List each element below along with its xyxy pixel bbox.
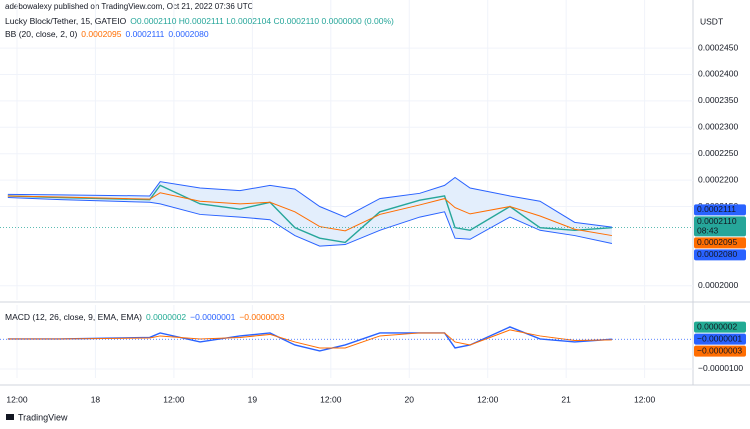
legend-title: MACD (12, 26, close, 9, EMA, EMA) <box>5 312 142 322</box>
legend-title: Lucky Block/Tether, 15, GATEIO <box>5 16 127 26</box>
y-tick-label: 0.0002400 <box>698 69 738 79</box>
price-badge-label: −0.0000001 <box>697 333 742 343</box>
x-tick-label: 12:00 <box>477 394 499 404</box>
price-badge-label: 0.0002095 <box>697 237 737 247</box>
price-badge <box>694 204 746 216</box>
price-badge <box>694 216 746 237</box>
logo-mark <box>6 414 14 420</box>
logo: TradingView <box>6 412 68 422</box>
legend: MACD (12, 26, close, 9, EMA, EMA) 0.00000… <box>5 312 285 322</box>
indicator-value: 0.0002095 <box>81 29 121 39</box>
y-tick-label: 0.0002300 <box>698 122 738 132</box>
x-tick-label: 12:00 <box>320 394 342 404</box>
unit-label: USDT <box>700 16 723 26</box>
price-badge-label: 0.0002111 <box>697 204 736 214</box>
series-line <box>7 197 613 247</box>
x-tick-label: 18 <box>91 394 101 404</box>
price-badge <box>694 321 746 333</box>
y-tick-label: 0.0002350 <box>698 95 738 105</box>
y-tick-label: 0.0002250 <box>698 148 738 158</box>
author-line: adebowalexy published on TradingView.com… <box>5 2 254 11</box>
price-badge <box>694 345 746 357</box>
ohlc-values: O0.0002110 H0.0002111 L0.0002104 C0.0002… <box>130 16 394 26</box>
y-tick-label: −0.0000100 <box>698 363 743 373</box>
logo-text: TradingView <box>18 412 68 422</box>
y-tick-label: 0.0002200 <box>698 174 738 184</box>
series-line <box>7 192 613 237</box>
series-line <box>7 176 612 228</box>
indicator-title: BB (20, close, 2, 0) <box>5 29 77 39</box>
price-badge-label: −0.0000003 <box>697 345 742 355</box>
price-badge-label: 0.0000002 <box>697 321 737 331</box>
legend: Lucky Block/Tether, 15, GATEIO O0.0002110… <box>5 16 394 26</box>
series-line <box>7 326 612 352</box>
price-badge <box>694 249 746 261</box>
price-badge-label: 0.0002080 <box>697 249 737 259</box>
y-tick-label: 0.0002450 <box>698 42 738 52</box>
countdown-label: 08:43 <box>697 226 719 236</box>
indicator-legend: BB (20, close, 2, 0) 0.0002095 0.0002111 0.… <box>5 29 209 39</box>
y-tick-label: 0.0002000 <box>698 280 738 290</box>
indicator-value: −0.0000003 <box>239 312 284 322</box>
x-tick-label: 20 <box>405 394 415 404</box>
price-badge <box>694 333 746 345</box>
x-tick-label: 19 <box>248 394 258 404</box>
x-tick-label: 12:00 <box>634 394 656 404</box>
price-badge-label: 0.0002110 <box>697 216 737 226</box>
series-line <box>7 329 612 349</box>
indicator-value: 0.0002111 <box>125 29 164 39</box>
indicator-value: 0.0000002 <box>146 312 186 322</box>
x-tick-label: 12:00 <box>6 394 28 404</box>
price-badge <box>694 237 746 249</box>
x-tick-label: 12:00 <box>163 394 185 404</box>
x-tick-label: 21 <box>561 394 571 404</box>
indicator-value: −0.0000001 <box>190 312 235 322</box>
indicator-value: 0.0002080 <box>168 29 208 39</box>
